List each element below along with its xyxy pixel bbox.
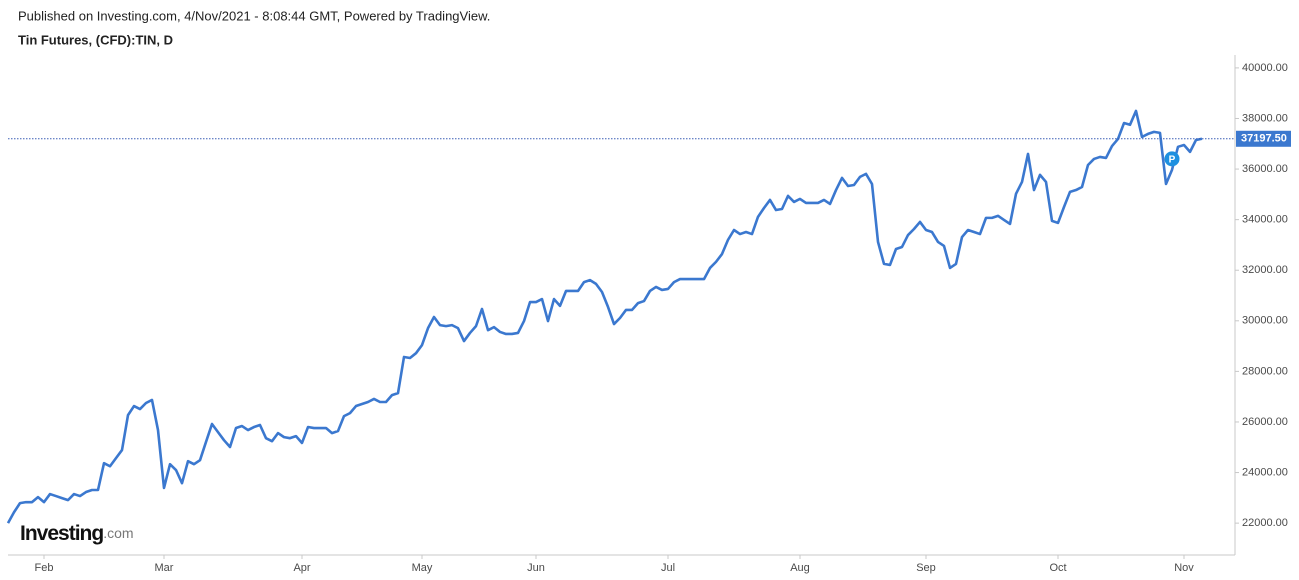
event-marker: [1164, 151, 1180, 167]
x-tick-label: Sep: [916, 562, 936, 574]
last-price-label: 37197.50: [1241, 133, 1287, 145]
x-tick-label: Jul: [661, 562, 675, 574]
price-line: [6, 109, 1203, 524]
y-tick-label: 40000.00: [1242, 62, 1288, 74]
y-tick-label: 26000.00: [1242, 416, 1288, 428]
x-tick-label: May: [412, 562, 433, 574]
x-tick-label: Nov: [1174, 562, 1194, 574]
x-tick-label: Oct: [1049, 562, 1066, 574]
y-tick-label: 36000.00: [1242, 163, 1288, 175]
x-tick-label: Apr: [293, 562, 310, 574]
logo-name: Investing: [20, 522, 103, 545]
logo: Investing.com: [20, 522, 134, 545]
x-tick-label: Aug: [790, 562, 810, 574]
y-tick-label: 30000.00: [1242, 315, 1288, 327]
event-marker-label: P: [1169, 154, 1176, 165]
chart-title: Tin Futures, (CFD):TIN, D: [18, 32, 173, 47]
y-tick-label: 32000.00: [1242, 264, 1288, 276]
y-tick-label: 22000.00: [1242, 517, 1288, 529]
y-tick-label: 38000.00: [1242, 112, 1288, 124]
logo-suffix: .com: [103, 525, 133, 541]
x-tick-label: Jun: [527, 562, 545, 574]
x-tick-label: Feb: [35, 562, 54, 574]
y-tick-label: 28000.00: [1242, 365, 1288, 377]
last-price-box: [1236, 130, 1291, 147]
published-note: Published on Investing.com, 4/Nov/2021 -…: [18, 8, 490, 23]
y-tick-label: 24000.00: [1242, 466, 1288, 478]
y-tick-label: 34000.00: [1242, 214, 1288, 226]
x-tick-label: Mar: [155, 562, 174, 574]
